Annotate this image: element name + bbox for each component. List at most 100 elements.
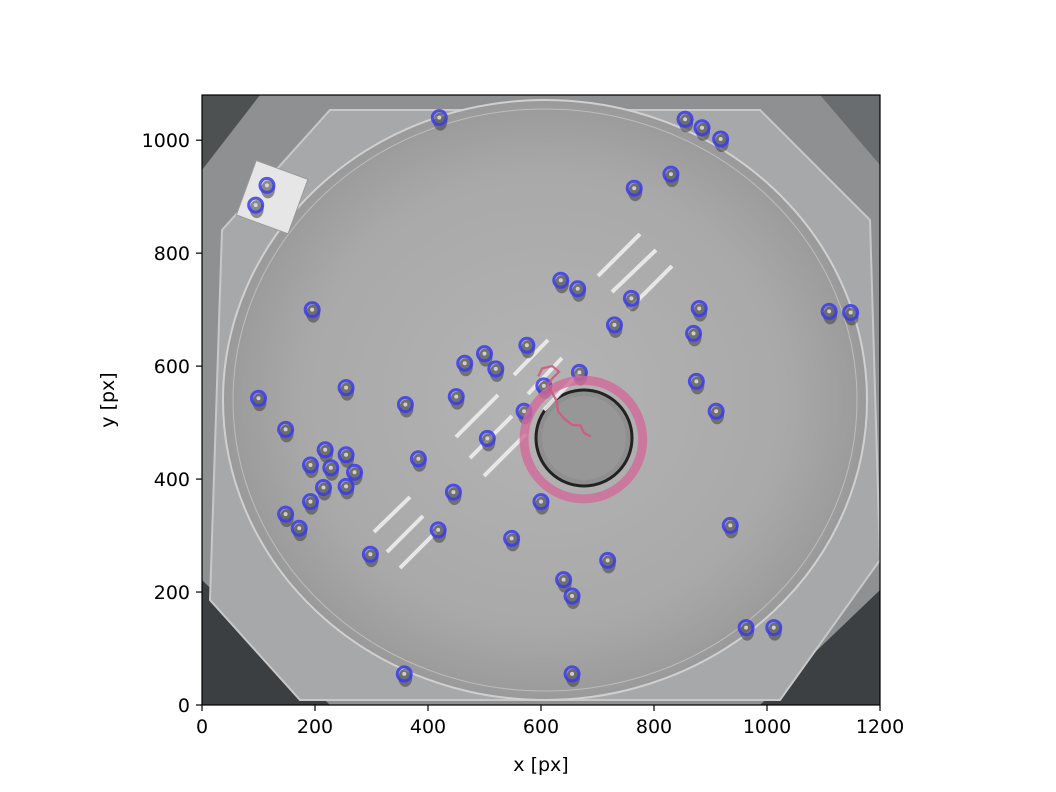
data-point-26 xyxy=(447,388,465,406)
fly-shadow-35 xyxy=(304,459,319,478)
data-point-center-5 xyxy=(253,203,258,208)
y-tick-label-0: 0 xyxy=(178,695,190,717)
x-axis-label: x [px] xyxy=(513,754,568,776)
trajectory xyxy=(537,364,592,438)
data-point-center-3 xyxy=(718,137,723,142)
fly-shadow-6 xyxy=(628,183,643,202)
data-point-54 xyxy=(395,665,413,683)
data-point-17 xyxy=(518,336,536,354)
x-tick-label-0: 0 xyxy=(196,716,208,738)
data-point-41 xyxy=(301,493,319,511)
fly-shadow-18 xyxy=(478,348,493,367)
data-point-center-50 xyxy=(561,577,566,582)
y-tick-label-2: 400 xyxy=(154,469,190,491)
arena-dish-inner-rim xyxy=(232,108,858,692)
data-point-center-55 xyxy=(570,671,575,676)
data-point-34 xyxy=(409,450,427,468)
data-point-0 xyxy=(430,109,448,127)
data-point-20 xyxy=(487,360,505,378)
fly-shadow-50 xyxy=(557,574,572,593)
data-point-center-23 xyxy=(541,383,546,388)
data-point-46 xyxy=(721,516,739,534)
data-point-center-13 xyxy=(827,309,832,314)
data-point-6 xyxy=(625,179,643,197)
data-point-center-25 xyxy=(256,396,261,401)
fly-shadow-49 xyxy=(601,555,616,574)
fly-shadow-1 xyxy=(679,114,694,133)
data-point-51 xyxy=(563,587,581,605)
data-point-center-39 xyxy=(344,484,349,489)
data-point-15 xyxy=(605,316,623,334)
data-point-center-6 xyxy=(632,186,637,191)
ring-circle xyxy=(519,375,648,504)
x-tick-label-6: 1200 xyxy=(856,716,904,738)
data-point-center-9 xyxy=(575,286,580,291)
data-point-center-1 xyxy=(683,117,688,122)
fly-shadow-55 xyxy=(566,668,581,687)
fly-shadow-17 xyxy=(520,340,535,359)
fly-shadow-32 xyxy=(319,444,334,463)
fly-shadow-53 xyxy=(767,622,782,641)
target-ring xyxy=(519,375,648,504)
data-point-35 xyxy=(301,456,319,474)
data-point-center-21 xyxy=(577,370,582,375)
data-point-center-15 xyxy=(612,322,617,327)
data-point-center-42 xyxy=(539,499,543,504)
fly-shadow-33 xyxy=(340,449,355,468)
fly-shadow-4 xyxy=(260,180,275,199)
data-point-center-10 xyxy=(629,296,634,301)
fly-shadow-11 xyxy=(306,304,321,323)
data-point-center-11 xyxy=(310,307,315,312)
data-point-center-51 xyxy=(570,593,575,598)
data-point-center-26 xyxy=(454,394,459,399)
data-point-center-43 xyxy=(283,512,288,517)
fly-shadow-20 xyxy=(489,363,504,382)
data-point-center-8 xyxy=(558,278,563,283)
fly-shadow-27 xyxy=(399,399,414,418)
fly-shadow-40 xyxy=(447,487,462,506)
fly-shadow-7 xyxy=(664,169,679,188)
data-point-7 xyxy=(662,165,680,183)
fly-shadow-13 xyxy=(823,306,838,325)
data-point-center-24 xyxy=(694,379,699,384)
data-point-38 xyxy=(314,479,332,497)
data-point-center-29 xyxy=(714,409,719,414)
data-point-47 xyxy=(503,529,521,547)
data-point-center-48 xyxy=(368,552,373,557)
data-point-52 xyxy=(737,619,755,637)
fly-shadow-8 xyxy=(554,275,569,294)
data-point-32 xyxy=(316,441,334,459)
data-point-44 xyxy=(290,519,308,537)
fly-shadow-45 xyxy=(432,524,447,543)
y-tick-label-1: 200 xyxy=(154,582,190,604)
data-point-16 xyxy=(685,324,703,342)
data-point-22 xyxy=(337,379,355,397)
data-point-12 xyxy=(690,300,708,317)
x-tick-label-2: 400 xyxy=(410,716,446,738)
fly-shadow-54 xyxy=(398,668,413,687)
data-point-center-4 xyxy=(264,183,269,188)
data-point-center-0 xyxy=(437,115,442,120)
x-tick-label-5: 1000 xyxy=(743,716,791,738)
data-point-14 xyxy=(842,303,860,321)
fly-shadow-0 xyxy=(433,112,448,131)
fly-shadow-41 xyxy=(304,496,319,515)
data-point-center-34 xyxy=(416,456,421,461)
data-point-50 xyxy=(555,571,573,589)
data-point-30 xyxy=(277,420,295,438)
data-point-center-35 xyxy=(308,462,313,467)
data-point-5 xyxy=(247,196,265,214)
data-point-center-28 xyxy=(522,409,527,414)
fly-shadow-34 xyxy=(412,453,427,472)
data-point-43 xyxy=(277,505,295,523)
y-tick-label-3: 600 xyxy=(154,356,190,378)
data-point-9 xyxy=(569,280,587,298)
fly-shadow-3 xyxy=(714,134,729,153)
data-point-53 xyxy=(765,619,783,637)
data-point-center-47 xyxy=(509,536,514,541)
fly-shadow-36 xyxy=(324,462,339,481)
data-point-center-2 xyxy=(700,125,705,130)
data-point-center-36 xyxy=(328,465,333,470)
data-point-center-16 xyxy=(691,331,696,336)
fly-shadow-22 xyxy=(340,382,355,401)
